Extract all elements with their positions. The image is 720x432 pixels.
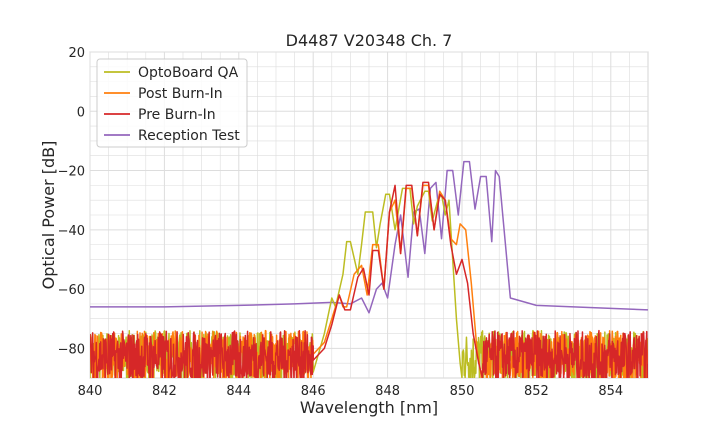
- x-tick-labels: 840 842 844 846 848 850 852 854: [78, 384, 624, 399]
- legend-label: Pre Burn-In: [138, 107, 216, 123]
- legend-label: Post Burn-In: [138, 86, 223, 102]
- y-axis-label: Optical Power [dB]: [39, 141, 58, 290]
- series-layer: [90, 160, 648, 378]
- legend-label: Reception Test: [138, 128, 240, 144]
- series-line: [90, 160, 648, 314]
- series-reception-test: [90, 160, 648, 314]
- legend-label: OptoBoard QA: [138, 65, 239, 81]
- y-tick-label: −40: [58, 224, 85, 239]
- x-tick-label: 848: [375, 384, 400, 399]
- series-line: [90, 181, 648, 378]
- x-tick-label: 854: [598, 384, 623, 399]
- y-tick-label: −20: [58, 165, 85, 180]
- x-tick-label: 846: [301, 384, 326, 399]
- y-tick-label: −60: [58, 283, 85, 298]
- x-tick-label: 850: [450, 384, 475, 399]
- chart-title: D4487 V20348 Ch. 7: [286, 31, 453, 50]
- x-tick-label: 842: [152, 384, 177, 399]
- y-tick-label: 0: [77, 105, 85, 120]
- legend-box: [96, 58, 248, 148]
- y-tick-labels: 20 0 −20 −40 −60 −80: [58, 46, 85, 357]
- x-tick-label: 844: [226, 384, 251, 399]
- y-tick-label: −80: [58, 342, 85, 357]
- y-tick-label: 20: [68, 46, 85, 61]
- x-tick-label: 840: [78, 384, 103, 399]
- x-axis-label: Wavelength [nm]: [300, 398, 438, 417]
- series-pre-burn-in: [90, 181, 648, 378]
- legend: OptoBoard QA Post Burn-In Pre Burn-In Recep…: [96, 58, 248, 148]
- x-tick-label: 852: [524, 384, 549, 399]
